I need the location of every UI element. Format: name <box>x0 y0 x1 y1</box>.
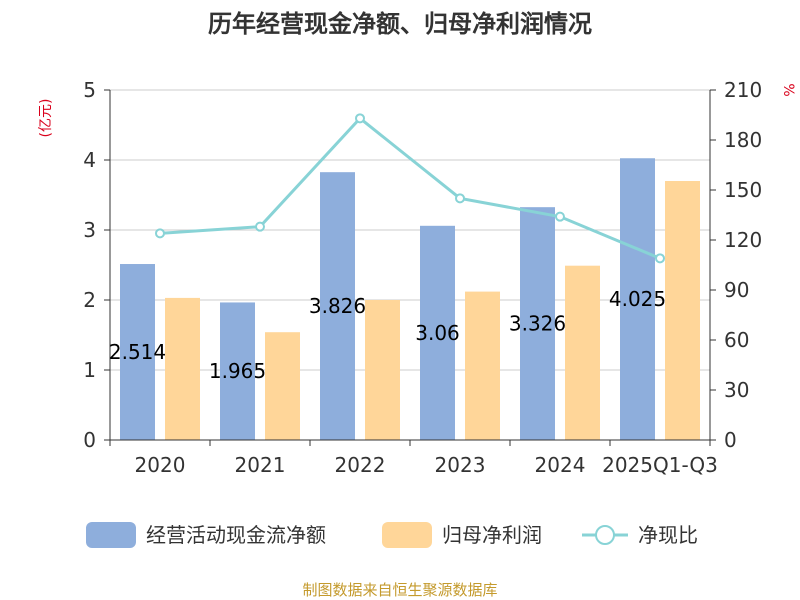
right-tick-label: 210 <box>724 78 762 102</box>
cashflow-data-label: 3.826 <box>309 294 366 318</box>
right-tick-label: 120 <box>724 228 762 252</box>
right-tick-label: 60 <box>724 328 749 352</box>
ratio-point <box>455 193 465 204</box>
right-tick-label: 180 <box>724 128 762 152</box>
bar-net-profit <box>665 181 700 440</box>
bar-net-profit <box>265 332 300 440</box>
x-tick-label: 2020 <box>135 453 186 477</box>
x-tick-label: 2024 <box>535 453 586 477</box>
data-labels: 2.514 1.965 3.826 3.06 3.326 4.025 <box>109 287 666 383</box>
bar-cashflow <box>420 225 455 440</box>
left-tick-label: 0 <box>83 428 96 452</box>
ratio-point <box>355 113 365 124</box>
left-tick-label: 1 <box>83 358 96 382</box>
left-tick-label: 3 <box>83 218 96 242</box>
left-tick-label: 4 <box>83 148 96 172</box>
cashflow-data-label: 3.06 <box>415 321 460 345</box>
bar-cashflow <box>320 172 355 440</box>
axes: 0 1 2 3 4 5 0 30 60 90 120 150 180 210 2020 2021 2022 202… <box>83 78 762 477</box>
ratio-point <box>655 253 665 264</box>
legend-label: 净现比 <box>638 523 698 547</box>
legend-swatch <box>382 522 432 548</box>
cashflow-data-label: 2.514 <box>109 340 166 364</box>
cashflow-data-label: 4.025 <box>609 287 666 311</box>
ratio-point <box>255 221 265 232</box>
x-tick-label: 2023 <box>435 453 486 477</box>
ratio-point <box>155 228 165 239</box>
legend-label: 归母净利润 <box>442 523 542 547</box>
bar-cashflow <box>520 207 555 440</box>
legend: 经营活动现金流净额 归母净利润 净现比 <box>86 522 698 548</box>
right-tick-label: 150 <box>724 178 762 202</box>
bar-net-profit <box>465 291 500 440</box>
chart-title: 历年经营现金净额、归母净利润情况 <box>208 10 592 38</box>
bar-cashflow <box>120 264 155 440</box>
x-tick-label: 2022 <box>335 453 386 477</box>
bars <box>120 158 700 440</box>
bar-cashflow <box>620 158 655 440</box>
ratio-line <box>155 113 665 264</box>
left-tick-label: 5 <box>83 78 96 102</box>
x-tick-label: 2025Q1-Q3 <box>602 453 718 477</box>
bar-net-profit <box>565 265 600 440</box>
ratio-polyline <box>159 116 661 260</box>
legend-label: 经营活动现金流净额 <box>146 523 326 547</box>
legend-swatch <box>86 522 136 548</box>
cashflow-data-label: 1.965 <box>209 359 266 383</box>
bar-net-profit <box>365 300 400 440</box>
ratio-point <box>555 211 565 222</box>
left-tick-label: 2 <box>83 288 96 312</box>
bar-cashflow <box>220 302 255 440</box>
source-note: 制图数据来自恒生聚源数据库 <box>302 581 497 599</box>
right-tick-label: 0 <box>724 428 737 452</box>
cashflow-data-label: 3.326 <box>509 312 566 336</box>
right-tick-label: 90 <box>724 278 749 302</box>
bar-net-profit <box>165 297 200 440</box>
right-tick-label: 30 <box>724 378 749 402</box>
left-axis-unit: (亿元) <box>38 99 54 138</box>
right-axis-unit: % <box>780 83 796 96</box>
legend-marker <box>595 525 615 545</box>
x-tick-label: 2021 <box>235 453 286 477</box>
